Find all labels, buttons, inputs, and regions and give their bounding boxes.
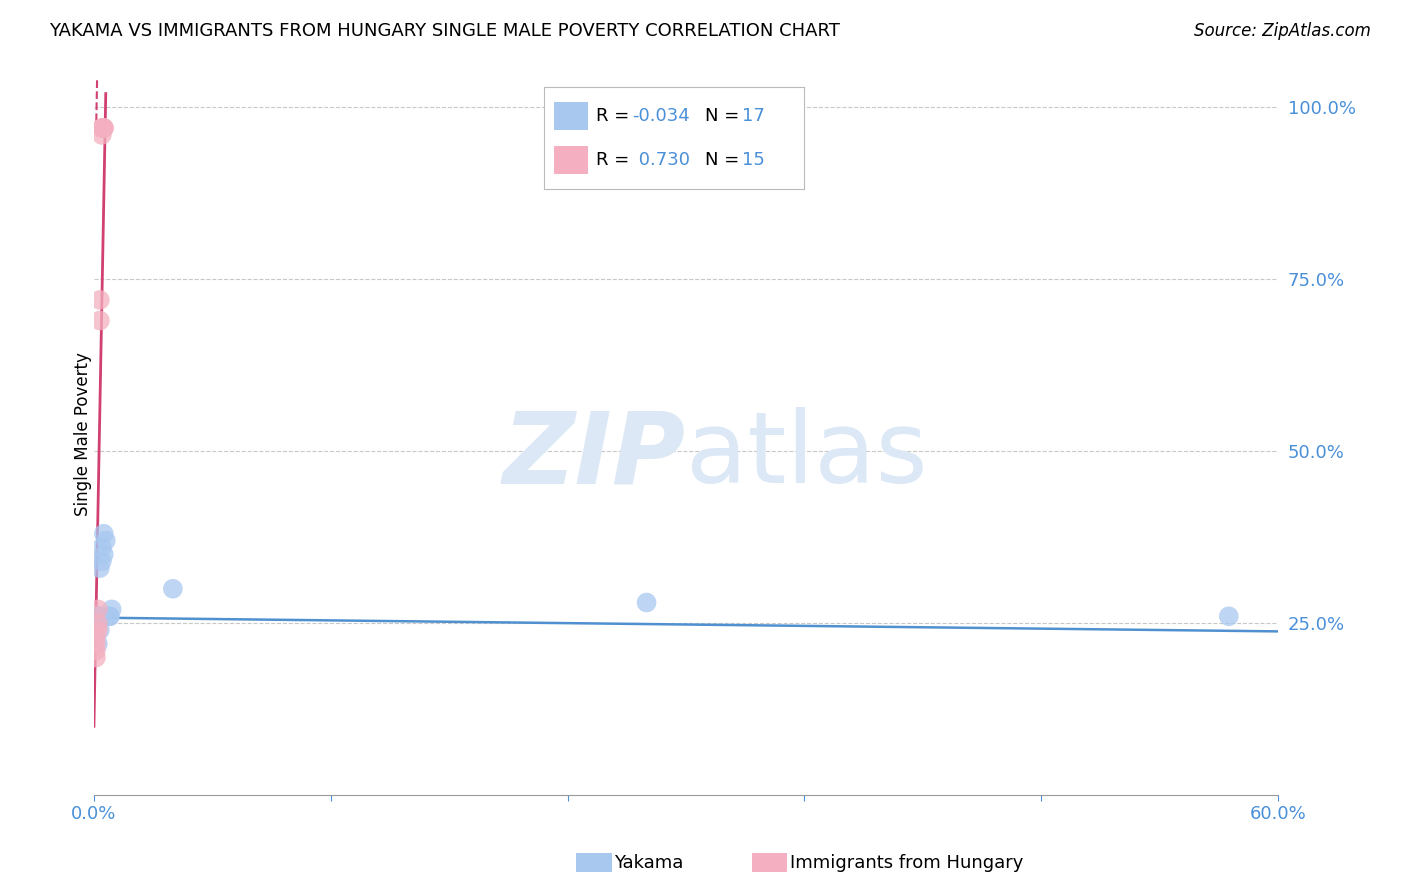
Point <box>89 609 111 624</box>
Point <box>87 609 110 624</box>
Point <box>89 609 111 624</box>
Point <box>87 623 110 637</box>
Text: ZIP: ZIP <box>503 407 686 504</box>
Point <box>87 637 110 651</box>
Point <box>93 120 115 135</box>
Text: Yakama: Yakama <box>614 854 683 871</box>
Text: atlas: atlas <box>686 407 928 504</box>
Text: Source: ZipAtlas.com: Source: ZipAtlas.com <box>1194 22 1371 40</box>
Point <box>93 120 115 135</box>
Point <box>162 582 184 596</box>
Point <box>100 602 122 616</box>
Point <box>98 609 121 624</box>
Point <box>93 526 115 541</box>
Point <box>94 533 117 548</box>
Point <box>636 595 658 609</box>
Point <box>84 643 107 657</box>
Point <box>93 120 115 135</box>
Point <box>90 120 112 135</box>
Text: YAKAMA VS IMMIGRANTS FROM HUNGARY SINGLE MALE POVERTY CORRELATION CHART: YAKAMA VS IMMIGRANTS FROM HUNGARY SINGLE… <box>49 22 841 40</box>
Point <box>90 554 112 568</box>
Point <box>89 623 111 637</box>
Point <box>89 313 111 327</box>
Point <box>87 616 110 631</box>
Point <box>93 547 115 561</box>
Point <box>87 602 110 616</box>
Text: Immigrants from Hungary: Immigrants from Hungary <box>790 854 1024 871</box>
Point <box>84 650 107 665</box>
Point <box>90 128 112 142</box>
Point <box>84 637 107 651</box>
Point <box>1218 609 1240 624</box>
Y-axis label: Single Male Poverty: Single Male Poverty <box>75 352 91 516</box>
Point <box>84 630 107 644</box>
Point <box>90 120 112 135</box>
Point <box>90 541 112 555</box>
Point <box>89 561 111 575</box>
Point <box>98 609 121 624</box>
Point <box>89 293 111 307</box>
